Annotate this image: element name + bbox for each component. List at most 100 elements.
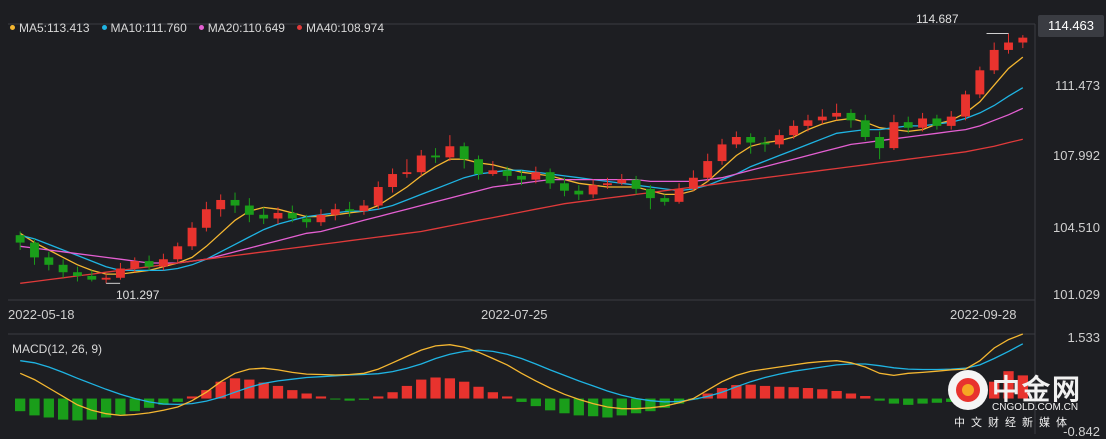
candle-body xyxy=(15,235,25,243)
candle-body xyxy=(903,122,913,128)
macd-hist-bar xyxy=(387,392,398,399)
candle-body xyxy=(688,177,698,189)
candle-body xyxy=(989,49,999,71)
candle-body xyxy=(158,259,168,267)
macd-hist-bar xyxy=(29,398,40,416)
ma10-dot xyxy=(101,25,107,31)
macd-hist-bar xyxy=(473,386,484,399)
candle-body xyxy=(44,257,54,265)
ma-line-ma5 xyxy=(19,56,1024,275)
candle-body xyxy=(216,199,226,210)
macd-hist-bar xyxy=(344,398,355,401)
candle-body xyxy=(660,198,670,202)
macd-hist-bar xyxy=(444,378,456,399)
macd-dea-line xyxy=(20,343,1024,406)
macd-hist-bar xyxy=(172,398,183,402)
last-price-box: 114.463 xyxy=(1038,15,1104,37)
candle-body xyxy=(416,155,426,173)
candle-body xyxy=(803,120,813,126)
macd-hist-bar xyxy=(630,398,642,414)
candle-body xyxy=(875,136,885,149)
macd-hist-bar xyxy=(602,398,613,418)
macd-hist-bar xyxy=(72,398,83,421)
candle-body xyxy=(860,120,870,137)
cngold-logo-glyph xyxy=(956,378,980,402)
candle-body xyxy=(130,261,140,269)
macd-hist-bar xyxy=(301,393,312,399)
legend-ma40-label: MA40:108.974 xyxy=(305,21,385,35)
watermark-cn: 中金网 xyxy=(992,374,1083,405)
candle-body xyxy=(560,183,569,191)
candle-body xyxy=(531,172,541,180)
macd-hist-bar xyxy=(903,398,914,405)
candle-body xyxy=(302,218,312,223)
macd-hist-bar xyxy=(817,389,828,399)
macd-hist-bar xyxy=(129,398,140,412)
macd-hist-bar xyxy=(15,398,26,412)
macd-hist-bar xyxy=(272,385,284,399)
candle-body xyxy=(502,170,512,176)
ma5-dot xyxy=(10,25,15,31)
macd-hist-bar xyxy=(100,398,112,418)
macd-hist-bar xyxy=(731,385,742,399)
legend-ma10-label: MA10:111.760 xyxy=(110,21,187,35)
macd-hist-bar xyxy=(430,377,441,399)
candle-body xyxy=(73,272,82,276)
macd-hist-bar xyxy=(43,398,54,418)
candle-body xyxy=(817,116,827,121)
macd-hist-bar xyxy=(745,384,756,399)
ma40-dot xyxy=(296,25,302,31)
candle-body xyxy=(388,174,398,188)
candle-body xyxy=(1004,42,1013,50)
candle-body xyxy=(115,268,125,278)
candle-body xyxy=(918,118,928,128)
ma-line-ma40 xyxy=(20,138,1023,284)
macd-dif-line xyxy=(19,333,1024,417)
candle-body xyxy=(144,261,154,267)
macd-hist-bar xyxy=(559,398,570,414)
macd-hist-bar xyxy=(215,381,226,399)
watermark-sub: 中文财经新媒体 xyxy=(954,417,1073,429)
legend-ma20-label: MA20:110.649 xyxy=(207,21,285,35)
candle-body xyxy=(946,116,956,126)
macd-hist-bar xyxy=(459,381,470,399)
legend-ma5: MA5:113.413 xyxy=(10,21,90,35)
macd-tick-top: 1.533 xyxy=(1067,330,1100,345)
candle-body xyxy=(431,155,440,158)
high-marker-label: 114.687 xyxy=(916,12,959,26)
candle-body xyxy=(588,185,598,195)
macd-hist-bar xyxy=(1017,375,1028,399)
candle-body xyxy=(789,125,799,136)
macd-hist-bar xyxy=(186,396,198,399)
candle-body xyxy=(273,212,283,219)
macd-hist-bar xyxy=(774,386,785,399)
candle-body xyxy=(774,135,784,145)
macd-hist-bar xyxy=(401,385,413,399)
macd-hist-bar xyxy=(989,381,1000,399)
macd-hist-bar xyxy=(573,398,584,416)
candle-body xyxy=(402,172,412,175)
candle-body xyxy=(731,136,741,145)
macd-hist-bar xyxy=(258,382,269,399)
candle-body xyxy=(173,246,183,260)
macd-hist-bar xyxy=(143,398,155,408)
ma-line-ma10 xyxy=(20,87,1024,272)
legend-ma40: MA40:108.974 xyxy=(296,21,385,35)
macd-hist-bar xyxy=(416,379,427,399)
candle-body xyxy=(259,214,269,219)
candle-body xyxy=(1018,37,1028,43)
y-tick-4: 101.029 xyxy=(1053,287,1100,302)
macd-hist-bar xyxy=(802,388,814,399)
macd-label: MACD(12, 26, 9) xyxy=(12,342,103,356)
macd-hist-bar xyxy=(759,385,771,399)
candle-body xyxy=(474,159,483,175)
candle-body xyxy=(230,199,240,206)
candle-body xyxy=(101,277,111,280)
macd-hist-bar xyxy=(831,390,842,399)
candle-body xyxy=(445,146,455,158)
macd-hist-bar xyxy=(358,398,370,400)
macd-hist-bar xyxy=(373,396,384,399)
y-tick-2: 107.992 xyxy=(1053,148,1100,163)
candle-body xyxy=(373,187,383,206)
